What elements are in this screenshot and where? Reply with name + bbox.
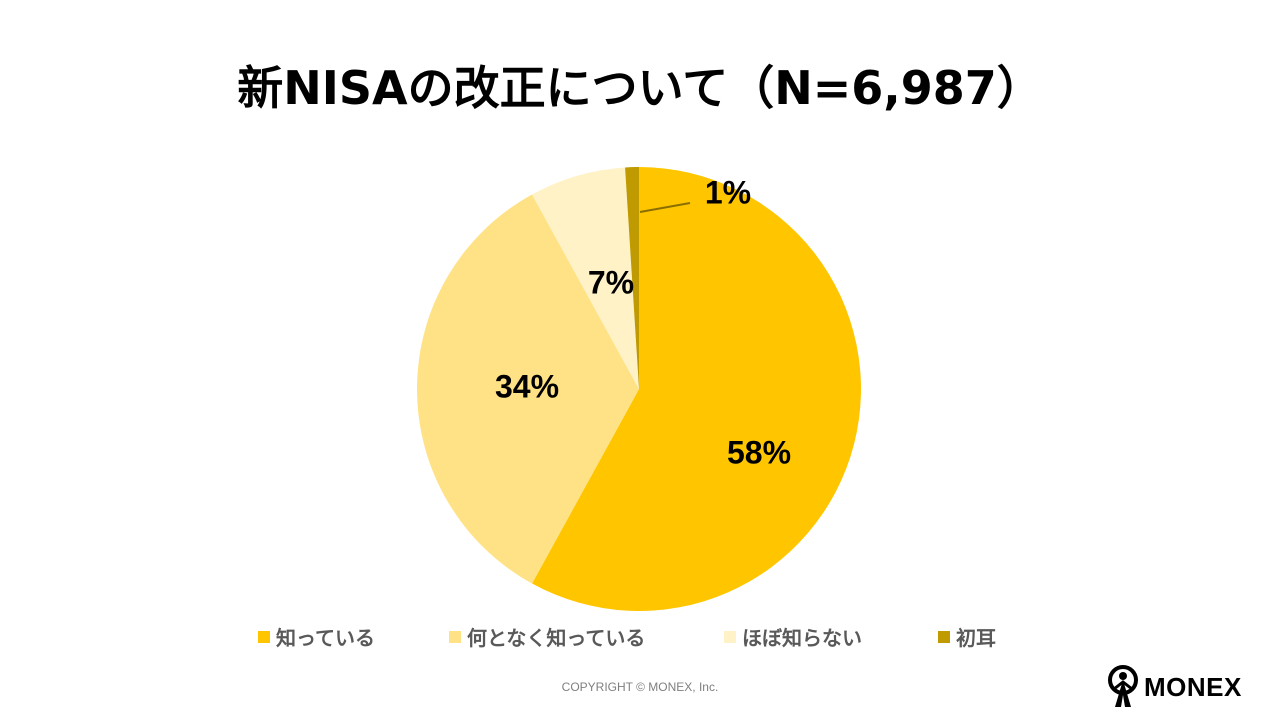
leader-line (639, 202, 691, 213)
legend-item-shitteiru: 知っている (258, 622, 375, 651)
slice-shitteiru (532, 167, 861, 611)
legend-swatch (449, 630, 461, 643)
legend: 知っている 何となく知っている ほぼ知らない 初耳 (0, 622, 1280, 650)
legend-label: ほぼ知らない (742, 626, 862, 650)
slice-hobo-shiranai (532, 167, 639, 389)
legend-item-hatsumimi: 初耳 (938, 622, 996, 651)
legend-item-nantonaku: 何となく知っている (449, 622, 645, 651)
slice-hatsumimi (625, 167, 639, 389)
logo-text: MONEX (1144, 671, 1242, 702)
data-label: 7% (588, 264, 634, 300)
slice-nantonaku (416, 194, 639, 584)
monex-logo-icon (1108, 665, 1138, 707)
legend-label: 知っている (276, 626, 375, 650)
legend-swatch (258, 630, 270, 643)
data-label: 34% (495, 368, 559, 404)
legend-label: 初耳 (956, 626, 996, 650)
legend-item-hobo-shiranai: ほぼ知らない (724, 622, 862, 651)
copyright-text: COPYRIGHT © MONEX, Inc. (561, 680, 719, 694)
legend-swatch (724, 630, 736, 643)
data-label: 58% (727, 434, 791, 470)
data-label: 1% (705, 174, 751, 210)
monex-logo: MONEX (1106, 665, 1242, 709)
legend-label: 何となく知っている (467, 626, 646, 650)
chart-title: 新NISAの改正について（N=6,987） (237, 61, 1043, 115)
legend-swatch (938, 630, 950, 643)
